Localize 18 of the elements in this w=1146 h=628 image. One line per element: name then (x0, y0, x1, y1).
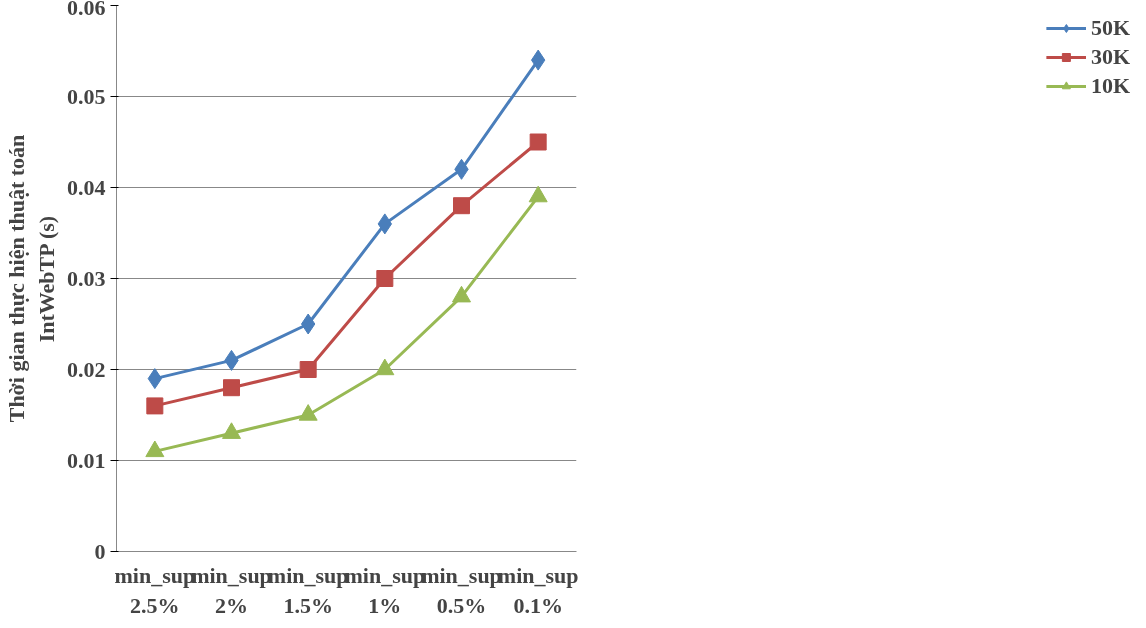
point (376, 270, 394, 287)
y-tick-label: 0.05 (67, 83, 106, 109)
y-axis-title: Thời gian thực hiện thuật toán IntWebTP (s) (4, 134, 59, 423)
legend-label: 50K (1090, 15, 1130, 41)
y-tick-label: 0.03 (67, 265, 106, 291)
y-tick-label: 0.02 (67, 356, 106, 382)
point (529, 133, 547, 151)
legend-label: 30K (1090, 44, 1130, 70)
x-tick-label: min_sup 0.1% (497, 562, 579, 618)
y-tick-label: 0.01 (67, 447, 106, 473)
point (453, 197, 470, 215)
legend-label: 10K (1090, 73, 1130, 99)
point (223, 379, 240, 397)
point (146, 397, 164, 415)
point (299, 361, 317, 378)
y-tick-label: 0 (94, 538, 106, 564)
y-tick-label: 0.06 (67, 0, 106, 20)
y-tick-label: 0.04 (67, 174, 106, 200)
